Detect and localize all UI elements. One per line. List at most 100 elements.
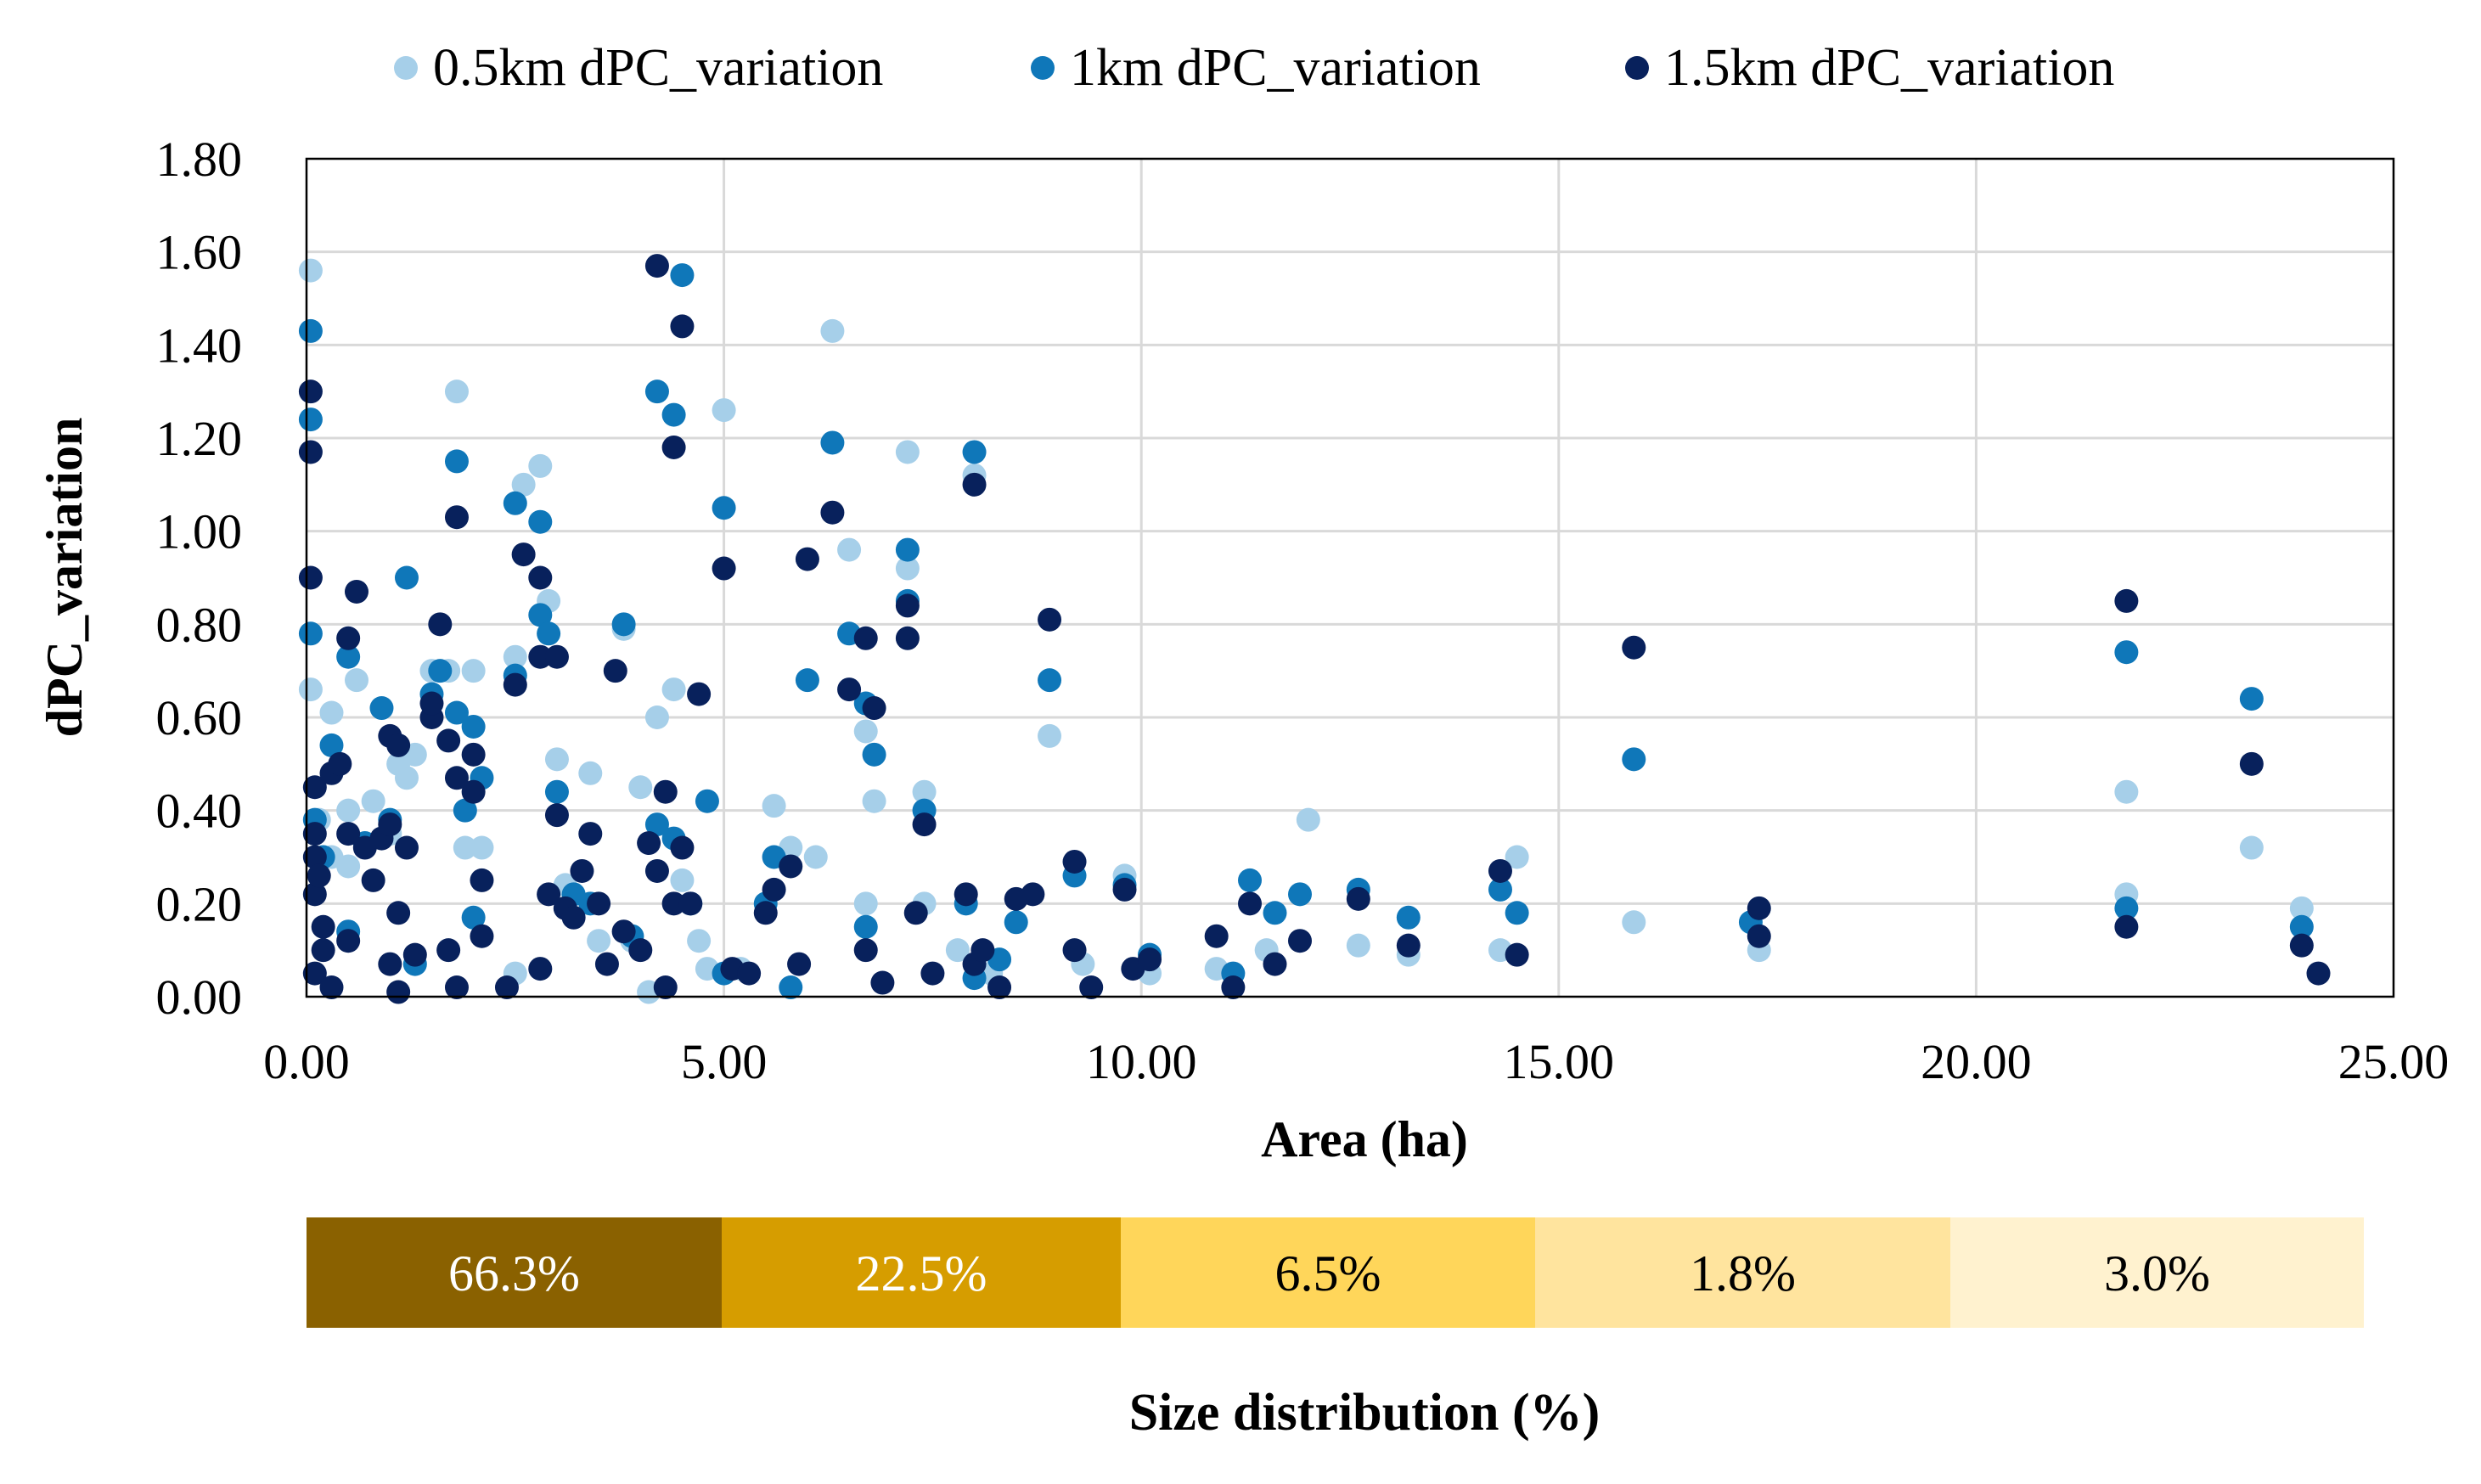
point-dark: [503, 672, 527, 697]
point-light: [661, 677, 686, 702]
point-mid: [394, 565, 419, 590]
point-mid: [2114, 896, 2139, 920]
point-dark: [436, 938, 461, 963]
point-dark: [1747, 896, 1771, 920]
point-dark: [1622, 635, 1646, 660]
point-dark: [1021, 882, 1045, 907]
legend-marker-mid: [1031, 56, 1055, 80]
point-dark: [795, 547, 819, 571]
point-dark: [954, 882, 978, 907]
point-dark: [737, 961, 762, 986]
point-light: [1296, 807, 1320, 832]
point-mid: [444, 449, 469, 474]
point-light: [1505, 845, 1529, 869]
point-light: [837, 537, 862, 562]
point-dark: [307, 863, 331, 888]
point-dark: [687, 682, 712, 706]
size-bin: [1535, 1217, 1950, 1328]
point-mid: [503, 491, 527, 515]
point-mid: [528, 603, 553, 627]
point-dark: [436, 728, 461, 753]
point-light: [298, 677, 323, 702]
point-mid: [1622, 747, 1646, 772]
point-dark: [678, 891, 703, 916]
point-mid: [795, 668, 819, 693]
point-dark: [628, 938, 653, 963]
point-dark: [762, 877, 786, 902]
point-dark: [603, 659, 627, 683]
x-tick-label: 5.00: [681, 1034, 768, 1089]
point-dark: [1747, 924, 1771, 948]
point-dark: [1138, 947, 1162, 972]
point-mid: [853, 914, 878, 939]
point-dark: [511, 542, 536, 567]
point-light: [670, 868, 695, 892]
point-light: [470, 835, 494, 860]
point-dark: [1062, 849, 1087, 874]
point-light: [578, 761, 603, 785]
size-bin-label: 3.0%: [2104, 1245, 2210, 1301]
point-dark: [578, 822, 603, 846]
point-dark: [544, 644, 569, 669]
size-bin-label: 66.3%: [448, 1245, 580, 1301]
point-light: [2114, 779, 2139, 804]
x-axis-label: Area (ha): [1261, 1111, 1468, 1167]
size-bin-label: 1.8%: [1690, 1245, 1796, 1301]
point-dark: [302, 822, 327, 846]
gridlines: [307, 159, 2394, 997]
point-dark: [378, 812, 402, 837]
point-mid: [369, 696, 394, 721]
point-dark: [428, 612, 453, 637]
point-dark: [895, 626, 920, 650]
point-light: [453, 835, 477, 860]
point-light: [687, 929, 712, 953]
point-light: [503, 644, 527, 669]
point-dark: [544, 803, 569, 828]
point-mid: [298, 318, 323, 343]
point-light: [2289, 896, 2314, 920]
x-tick-label: 10.00: [1086, 1034, 1197, 1089]
point-mid: [537, 621, 561, 646]
y-tick-label: 0.60: [156, 690, 243, 745]
point-dark: [2114, 588, 2139, 613]
point-dark: [386, 733, 411, 757]
point-dark: [820, 500, 845, 525]
point-dark: [2239, 751, 2264, 776]
y-tick-label: 1.40: [156, 318, 243, 373]
x-tick-label: 25.00: [2338, 1034, 2450, 1089]
point-mid: [298, 408, 323, 432]
point-dark: [2114, 914, 2139, 939]
point-dark: [903, 901, 928, 925]
size-distribution-title: Size distribution (%): [1129, 1384, 1601, 1442]
point-mid: [528, 509, 553, 534]
point-dark: [853, 626, 878, 650]
point-mid: [1238, 868, 1263, 892]
point-dark: [1204, 924, 1229, 948]
point-dark: [461, 779, 486, 804]
y-tick-label: 1.80: [156, 132, 243, 187]
point-light: [2239, 835, 2264, 860]
size-bin-label: 6.5%: [1275, 1245, 1381, 1301]
size-distribution-bar: 66.3% 22.5% 6.5% 1.8% 3.0%: [307, 1217, 2364, 1328]
point-light: [544, 747, 569, 772]
point-mid: [820, 430, 845, 455]
size-bin-label: 22.5%: [856, 1245, 987, 1301]
point-light: [803, 845, 828, 869]
point-dark: [302, 882, 327, 907]
point-mid: [444, 700, 469, 725]
point-dark: [870, 970, 895, 995]
point-light: [1038, 723, 1062, 748]
point-dark: [644, 254, 669, 278]
point-dark: [361, 868, 385, 892]
point-dark: [853, 938, 878, 963]
point-dark: [298, 565, 323, 590]
point-dark: [970, 938, 995, 963]
point-light: [1346, 933, 1370, 958]
point-dark: [1505, 942, 1529, 967]
point-mid: [1288, 882, 1313, 907]
point-mid: [2289, 914, 2314, 939]
point-light: [336, 854, 361, 879]
point-light: [945, 938, 970, 963]
point-light: [511, 472, 536, 497]
